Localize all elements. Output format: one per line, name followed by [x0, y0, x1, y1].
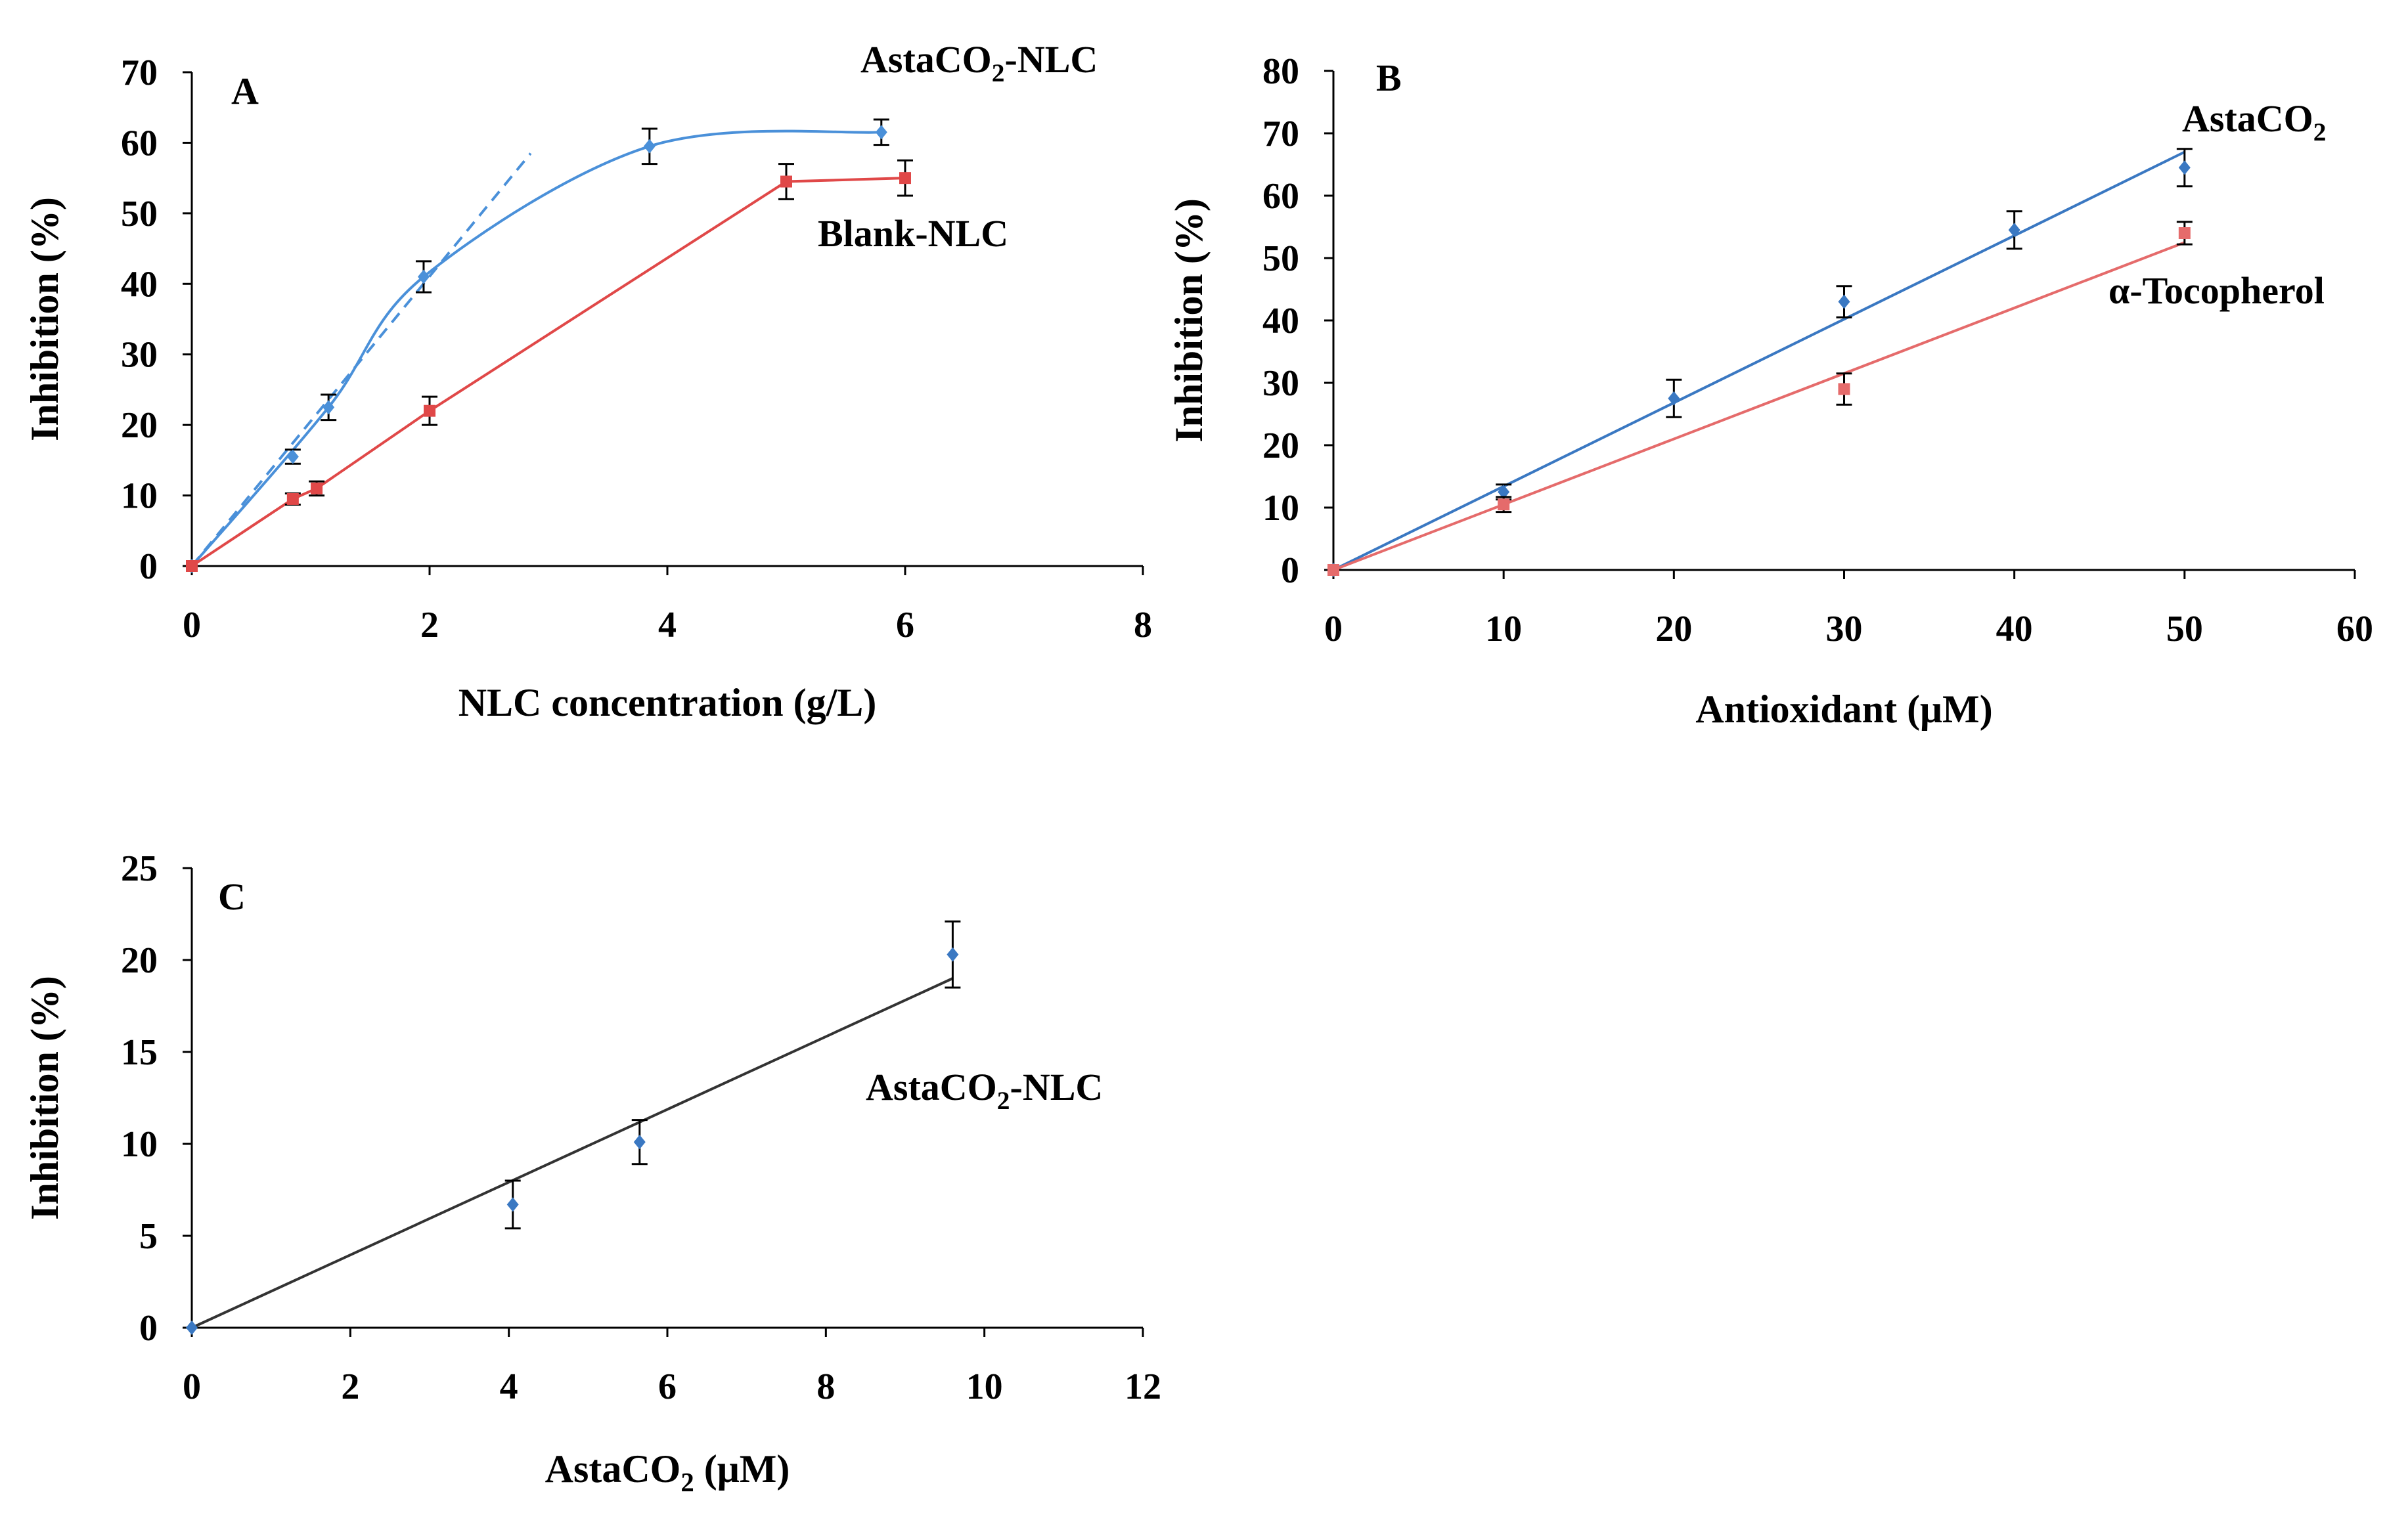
y-tick-label: 10	[1262, 488, 1299, 529]
panel-label: C	[218, 875, 246, 918]
y-tick-label: 25	[121, 848, 158, 889]
x-axis-label: AstaCO2 (μM)	[545, 1447, 790, 1497]
series--tocopherol	[1327, 221, 2193, 576]
series-label: AstaCO2-NLC	[866, 1066, 1103, 1115]
y-tick-label: 5	[139, 1216, 158, 1257]
x-tick-label: 8	[816, 1366, 835, 1407]
y-tick-label: 20	[121, 405, 158, 446]
x-tick-label: 2	[341, 1366, 359, 1407]
y-tick-label: 60	[121, 123, 158, 164]
x-tick-label: 60	[2336, 609, 2373, 649]
x-tick-label: 6	[658, 1366, 677, 1407]
x-tick-label: 30	[1826, 609, 1863, 649]
y-tick-label: 30	[1262, 363, 1299, 404]
series-label: Blank-NLC	[818, 212, 1008, 255]
data-point	[1668, 391, 1680, 406]
y-tick-label: 15	[121, 1032, 158, 1073]
y-axis-label: Inhibition (%)	[1167, 198, 1211, 443]
x-tick-label: 20	[1655, 609, 1692, 649]
x-tick-label: 6	[896, 605, 914, 645]
y-tick-label: 10	[121, 476, 158, 517]
series-label: AstaCO2-NLC	[860, 38, 1098, 87]
x-tick-label: 0	[183, 605, 201, 645]
y-tick-label: 30	[121, 335, 158, 376]
x-tick-label: 0	[1324, 609, 1343, 649]
tangent-dashed-line	[190, 152, 532, 567]
axes	[183, 71, 1144, 575]
axes	[1324, 70, 2356, 579]
axes	[183, 867, 1144, 1337]
y-tick-label: 20	[121, 940, 158, 981]
panel-label: A	[231, 70, 259, 112]
y-tick-label: 40	[1262, 301, 1299, 341]
y-tick-label: 0	[139, 1308, 158, 1349]
x-tick-label: 50	[2166, 609, 2203, 649]
data-point	[899, 172, 911, 185]
data-point	[1498, 485, 1510, 500]
y-tick-label: 10	[121, 1124, 158, 1165]
chart-panel-a: 0 2 4 6 8 0 10 20 30 40 50 60 70 NLC concentration (g…	[23, 38, 1152, 724]
connect-line	[190, 177, 906, 567]
series-label: AstaCO2	[2182, 97, 2327, 146]
chart-panel-b: 0 10 20 30 40 50 60 0 10 20 30 40 50 60 70 80 Antioxidan…	[1167, 51, 2373, 731]
data-point	[1838, 383, 1850, 395]
y-tick-label: 80	[1262, 51, 1299, 92]
y-tick-label: 0	[139, 546, 158, 587]
y-tick-label: 70	[1262, 114, 1299, 154]
y-tick-label: 20	[1262, 426, 1299, 466]
series-label: α-Tocopherol	[2108, 269, 2325, 312]
x-tick-label: 2	[420, 605, 439, 645]
y-tick-label: 0	[1281, 550, 1299, 591]
data-point	[2178, 227, 2191, 239]
x-tick-label: 10	[966, 1366, 1003, 1407]
series-astaco2	[1327, 148, 2193, 577]
x-tick-label: 8	[1134, 605, 1152, 645]
data-point	[2008, 223, 2020, 238]
y-axis-label: Inhibition (%)	[23, 197, 66, 441]
data-point	[186, 1321, 198, 1335]
panel-label: B	[1376, 56, 1402, 99]
x-tick-label: 0	[183, 1366, 201, 1407]
data-point	[1838, 294, 1850, 309]
series-blank-nlc	[186, 159, 913, 572]
y-tick-label: 50	[1262, 238, 1299, 279]
trend-line	[1333, 241, 2185, 571]
x-axis-label: Antioxidant (μM)	[1695, 688, 1992, 731]
x-tick-label: 4	[658, 605, 677, 645]
y-tick-label: 40	[121, 264, 158, 305]
x-tick-label: 12	[1125, 1366, 1161, 1407]
x-tick-label: 4	[500, 1366, 518, 1407]
data-point	[286, 449, 299, 464]
x-tick-label: 40	[1996, 609, 2033, 649]
y-tick-label: 70	[121, 53, 158, 93]
y-axis-label: Inhibition (%)	[23, 976, 66, 1220]
trend-line	[1333, 150, 2185, 571]
y-tick-label: 50	[121, 194, 158, 234]
data-point	[311, 482, 323, 494]
data-point	[323, 400, 335, 415]
data-point	[643, 139, 656, 154]
x-axis-label: NLC concentration (g/L)	[458, 681, 877, 724]
chart-panel-c: 0 2 4 6 8 10 12 0 5 10 15 20 25 AstaCO2 (μM) Inhibitio…	[23, 848, 1161, 1497]
data-point	[506, 1197, 519, 1212]
data-point	[286, 492, 299, 505]
x-tick-label: 10	[1485, 609, 1522, 649]
y-tick-label: 60	[1262, 176, 1299, 217]
trend-line	[191, 977, 954, 1329]
data-point	[947, 947, 959, 962]
series-astaco2-nlc	[186, 920, 961, 1335]
data-point	[780, 175, 792, 188]
data-point	[417, 269, 430, 284]
data-point	[1327, 564, 1339, 576]
data-point	[633, 1135, 646, 1150]
data-point	[2178, 160, 2191, 175]
data-point	[1498, 498, 1510, 511]
data-point	[424, 404, 435, 417]
data-point	[875, 125, 887, 140]
data-point	[186, 560, 198, 572]
